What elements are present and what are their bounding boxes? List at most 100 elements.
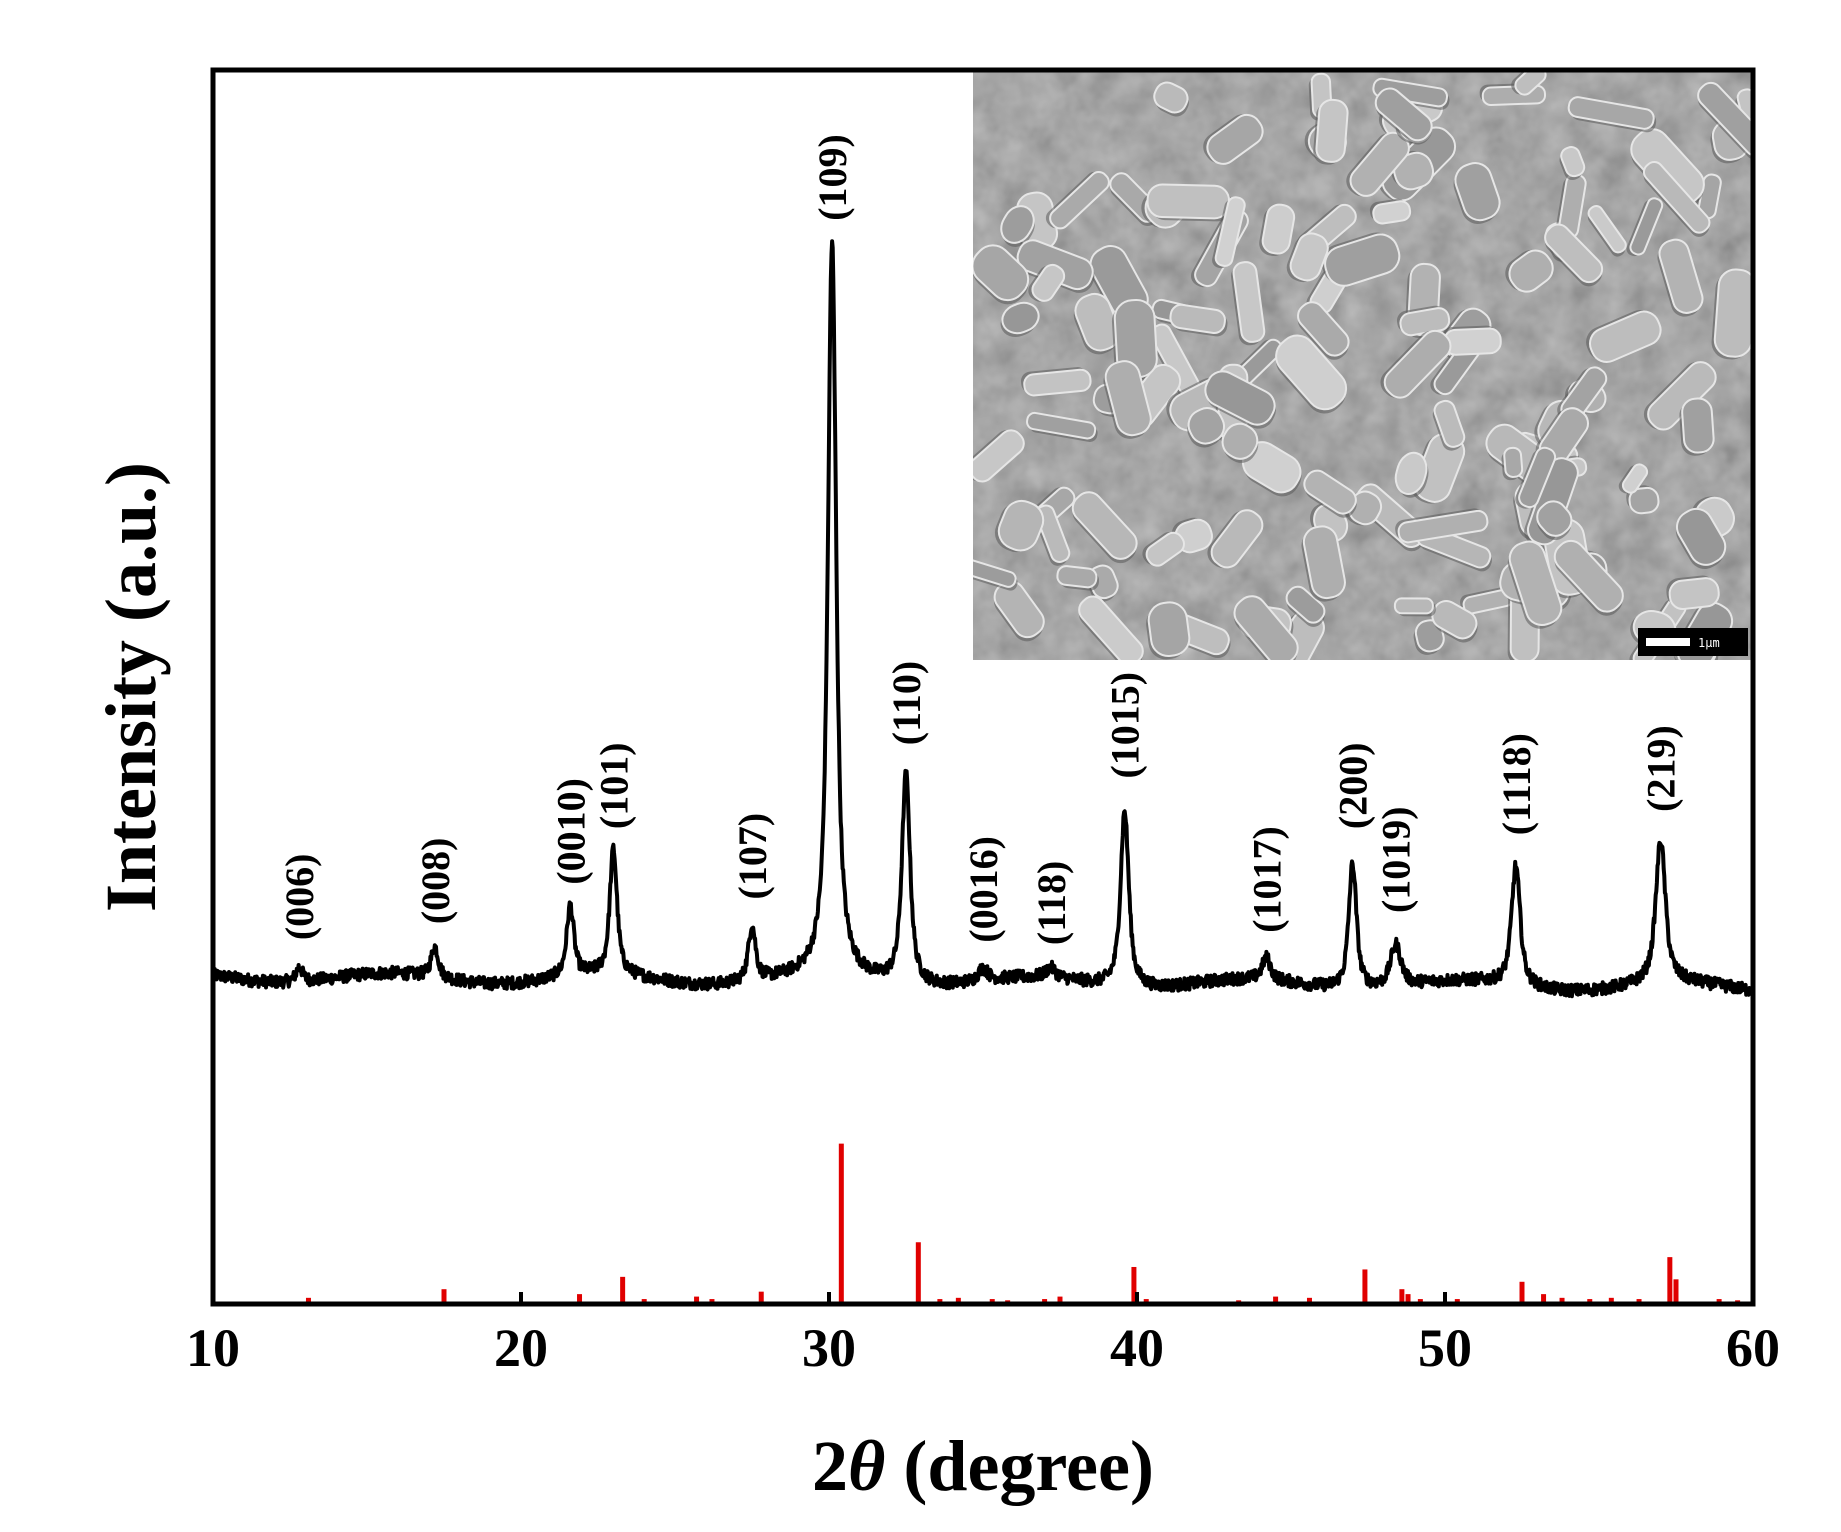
reference-pattern bbox=[305, 1143, 1741, 1304]
sem-grain bbox=[1567, 96, 1657, 133]
peak-label-4: (107) bbox=[730, 813, 775, 900]
x-axis-title-prefix: 2 bbox=[812, 1426, 848, 1506]
peak-label-10: (1017) bbox=[1244, 826, 1289, 933]
x-tick-label-1: 20 bbox=[494, 1318, 548, 1378]
peak-label-13: (1118) bbox=[1494, 733, 1539, 835]
sem-grain bbox=[1187, 407, 1226, 448]
x-axis-title-theta: θ bbox=[848, 1426, 885, 1506]
peak-label-8: (118) bbox=[1029, 861, 1074, 945]
sem-grain bbox=[1153, 81, 1189, 117]
sem-grain bbox=[1000, 205, 1035, 247]
sem-grain bbox=[1393, 597, 1436, 617]
peak-label-6: (110) bbox=[884, 661, 929, 745]
sem-grain bbox=[1626, 197, 1664, 257]
sem-grain bbox=[1275, 334, 1348, 414]
sem-grain bbox=[1203, 113, 1264, 165]
sem-grain bbox=[1000, 301, 1040, 338]
sem-grain bbox=[1230, 261, 1266, 346]
sem-grain bbox=[1432, 399, 1466, 451]
sem-grain bbox=[1078, 595, 1144, 660]
sem-grain bbox=[1146, 601, 1191, 660]
sem-grain bbox=[973, 549, 1018, 591]
x-tick-label-0: 10 bbox=[186, 1318, 240, 1378]
sem-grain bbox=[1675, 507, 1727, 569]
sem-grain bbox=[1544, 223, 1604, 287]
sem-grain bbox=[1711, 268, 1751, 360]
peak-label-2: (0010) bbox=[548, 778, 593, 885]
sem-grain bbox=[1618, 463, 1649, 494]
sem-grain bbox=[1241, 441, 1302, 497]
sem-inset: 1μm bbox=[973, 70, 1751, 660]
sem-grain bbox=[1285, 585, 1326, 627]
sem-grain bbox=[1413, 619, 1445, 655]
peak-label-0: (006) bbox=[277, 854, 322, 941]
sem-grain bbox=[1286, 232, 1329, 283]
sem-grain bbox=[1587, 204, 1627, 257]
sem-grain bbox=[1515, 446, 1557, 509]
sem-grain bbox=[1056, 565, 1100, 591]
sem-grain bbox=[1642, 160, 1711, 237]
peak-label-3: (101) bbox=[591, 742, 636, 829]
sem-grain bbox=[1501, 446, 1524, 481]
sem-grain bbox=[1321, 232, 1401, 287]
peak-label-9: (1015) bbox=[1103, 672, 1148, 779]
sem-grain bbox=[1586, 310, 1662, 363]
peak-label-5: (109) bbox=[810, 134, 855, 221]
peak-label-1: (008) bbox=[413, 837, 458, 924]
sem-grains bbox=[973, 70, 1751, 660]
x-tick-label-2: 30 bbox=[802, 1318, 856, 1378]
sem-grain bbox=[1301, 525, 1346, 602]
sem-grain bbox=[1207, 509, 1264, 569]
peak-label-7: (0016) bbox=[961, 836, 1006, 943]
peak-labels: (006) (008) (0010)(101) (107) (109) (110) (001… bbox=[277, 134, 1683, 945]
x-axis: 10 20 30 40 50 60 bbox=[186, 1292, 1780, 1378]
sem-grain bbox=[1380, 329, 1452, 399]
scale-bar-label: 1μm bbox=[1698, 636, 1720, 650]
sem-grain bbox=[1657, 238, 1704, 317]
sem-grain bbox=[994, 499, 1045, 553]
sem-grain bbox=[1169, 303, 1228, 337]
sem-grain bbox=[1441, 325, 1502, 356]
sem-grain bbox=[1297, 301, 1350, 360]
sem-grain bbox=[1395, 508, 1489, 544]
sem-grain bbox=[1103, 360, 1152, 439]
sem-grain bbox=[1221, 422, 1259, 463]
peak-label-14: (219) bbox=[1639, 725, 1684, 812]
sem-grain bbox=[1303, 469, 1357, 518]
xrd-pattern-line bbox=[213, 239, 1753, 999]
x-tick-label-4: 50 bbox=[1418, 1318, 1472, 1378]
sem-grain bbox=[1374, 87, 1433, 145]
sem-grain bbox=[1146, 183, 1233, 222]
sem-grain bbox=[1259, 203, 1296, 257]
plot-frame bbox=[210, 67, 1756, 1307]
scale-bar: 1μm bbox=[1638, 628, 1748, 656]
sem-grain bbox=[973, 429, 1025, 483]
x-axis-title: 2θ (degree) bbox=[812, 1426, 1154, 1506]
sem-grain bbox=[1073, 292, 1121, 355]
sem-grain bbox=[1369, 198, 1412, 225]
sem-grain bbox=[1020, 367, 1092, 397]
peak-label-11: (200) bbox=[1331, 742, 1376, 829]
sem-grain bbox=[1026, 411, 1098, 442]
sem-grain bbox=[1233, 595, 1299, 660]
sem-grain bbox=[1679, 397, 1715, 456]
sem-grain bbox=[1511, 70, 1547, 96]
sem-grain bbox=[1028, 263, 1066, 302]
y-axis-title: Intensity (a.u.) bbox=[91, 462, 171, 912]
sem-grain bbox=[1045, 170, 1110, 230]
sem-grain bbox=[1553, 539, 1624, 616]
sem-grain bbox=[1431, 599, 1478, 643]
sem-grain bbox=[1559, 146, 1586, 181]
peak-label-12: (1019) bbox=[1374, 806, 1419, 913]
x-tick-label-3: 40 bbox=[1110, 1318, 1164, 1378]
sem-grain bbox=[1453, 162, 1501, 224]
sem-grain bbox=[1536, 500, 1573, 541]
sem-grain bbox=[1507, 540, 1563, 629]
sem-grain bbox=[1142, 531, 1185, 567]
sem-grain bbox=[973, 244, 1030, 305]
scale-bar-line bbox=[1646, 638, 1690, 646]
sem-grain bbox=[1212, 196, 1246, 269]
sem-grain bbox=[1394, 451, 1429, 498]
sem-grain bbox=[1313, 98, 1349, 165]
